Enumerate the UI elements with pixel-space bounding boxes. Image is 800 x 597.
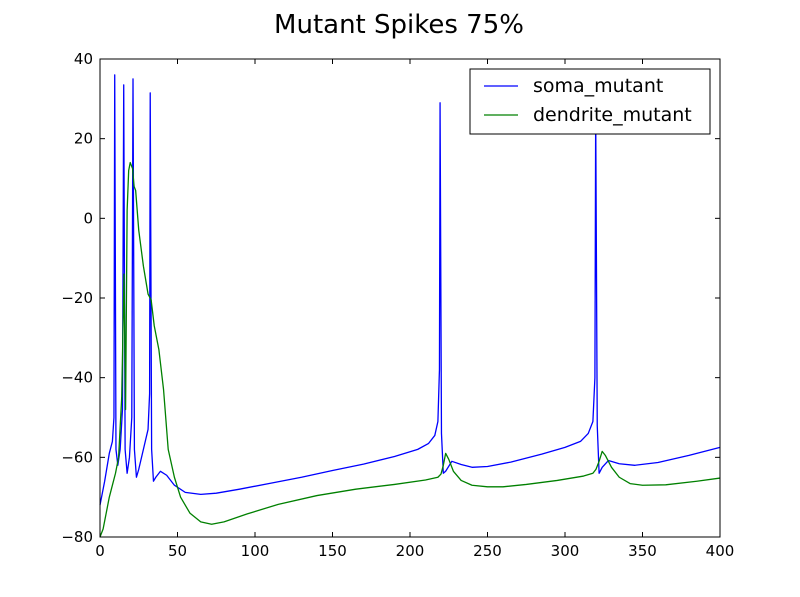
x-tick-label: 400 bbox=[706, 542, 735, 560]
y-tick-label: 40 bbox=[74, 50, 93, 68]
x-tick-label: 200 bbox=[396, 542, 425, 560]
x-tick-label: 50 bbox=[168, 542, 187, 560]
y-tick-label: −20 bbox=[61, 289, 93, 307]
legend-label-dendrite-mutant: dendrite_mutant bbox=[533, 104, 692, 126]
x-tick-label: 100 bbox=[241, 542, 270, 560]
x-tick-label: 0 bbox=[95, 542, 105, 560]
y-tick-label: −60 bbox=[61, 448, 93, 466]
y-tick-label: 20 bbox=[74, 130, 93, 148]
series-layer bbox=[99, 74, 721, 538]
legend-box bbox=[469, 68, 711, 135]
chart-title: Mutant Spikes 75% bbox=[274, 10, 524, 40]
y-tick-label: −80 bbox=[61, 528, 93, 546]
legend: soma_mutant dendrite_mutant bbox=[469, 68, 711, 135]
x-tick-label: 350 bbox=[628, 542, 657, 560]
axis-ticks: 0 50 100 150 200 250 300 350 400 −80 −60 −40 −20 0 20 4… bbox=[61, 50, 734, 560]
y-tick-label: −40 bbox=[61, 369, 93, 387]
series-line-soma-mutant bbox=[99, 74, 721, 506]
legend-label-soma-mutant: soma_mutant bbox=[533, 75, 663, 97]
x-tick-label: 250 bbox=[473, 542, 502, 560]
series-line-dendrite-mutant bbox=[99, 161, 721, 538]
x-tick-label: 150 bbox=[318, 542, 347, 560]
y-tick-label: 0 bbox=[83, 209, 93, 227]
x-tick-label: 300 bbox=[551, 542, 580, 560]
